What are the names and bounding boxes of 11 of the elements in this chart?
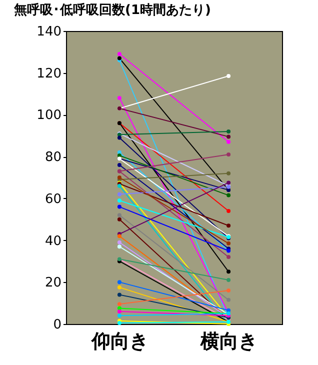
x-tick-label: 仰向き	[90, 330, 148, 352]
y-tick-label: 0	[53, 318, 62, 332]
y-tick-label: 100	[36, 108, 62, 124]
y-tick-label: 140	[36, 24, 62, 40]
y-tick-label: 120	[36, 66, 62, 82]
y-tick-label: 40	[44, 234, 62, 249]
chart-title: 無呼吸･低呼吸回数(1時間あたり)	[13, 2, 211, 18]
x-tick-label: 横向き	[200, 330, 258, 352]
y-tick-label: 60	[44, 192, 62, 207]
y-tick-label: 20	[44, 276, 62, 291]
y-tick-label: 80	[44, 150, 62, 166]
